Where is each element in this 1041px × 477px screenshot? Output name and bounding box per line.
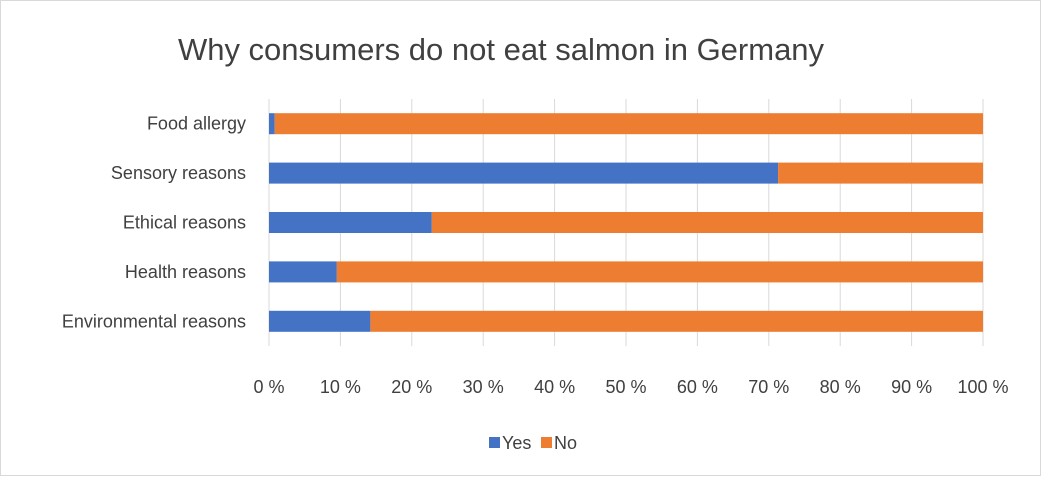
- x-tick-label: 60 %: [677, 377, 718, 397]
- bar-no: [778, 162, 983, 184]
- x-tick-label: 50 %: [605, 377, 646, 397]
- x-tick-label: 80 %: [820, 377, 861, 397]
- legend-label-no: No: [554, 433, 577, 453]
- bar-yes: [269, 261, 337, 283]
- x-tick-label: 90 %: [891, 377, 932, 397]
- x-tick-label: 40 %: [534, 377, 575, 397]
- x-tick-label: 70 %: [748, 377, 789, 397]
- legend-swatch-no: [541, 437, 552, 448]
- legend: Yes No: [489, 433, 577, 453]
- x-tick-label: 30 %: [463, 377, 504, 397]
- x-tick-label: 0 %: [253, 377, 284, 397]
- bar-no: [274, 113, 983, 135]
- bar-yes: [269, 212, 432, 233]
- legend-swatch-yes: [489, 437, 500, 448]
- bar-no: [336, 261, 984, 283]
- chart-title: Why consumers do not eat salmon in Germa…: [178, 32, 825, 67]
- category-label: Health reasons: [125, 262, 246, 282]
- bar-no: [431, 212, 983, 233]
- legend-label-yes: Yes: [502, 433, 531, 453]
- category-label: Sensory reasons: [111, 163, 246, 183]
- bar-yes: [269, 162, 779, 184]
- bars: [269, 113, 984, 332]
- bar-yes: [269, 310, 371, 332]
- x-tick-label: 10 %: [320, 377, 361, 397]
- category-label: Environmental reasons: [62, 311, 246, 331]
- bar-no: [370, 310, 983, 332]
- x-tick-label: 100 %: [957, 377, 1008, 397]
- category-label: Ethical reasons: [123, 213, 246, 233]
- bar-yes: [269, 113, 275, 135]
- x-tick-label: 20 %: [391, 377, 432, 397]
- x-axis-tick-labels: 0 % 10 % 20 % 30 % 40 % 50 % 60 % 70 % 80 % 90 % 1…: [253, 377, 1008, 397]
- category-labels: Food allergy Sensory reasons Ethical reaso…: [62, 114, 246, 332]
- category-label: Food allergy: [147, 114, 246, 134]
